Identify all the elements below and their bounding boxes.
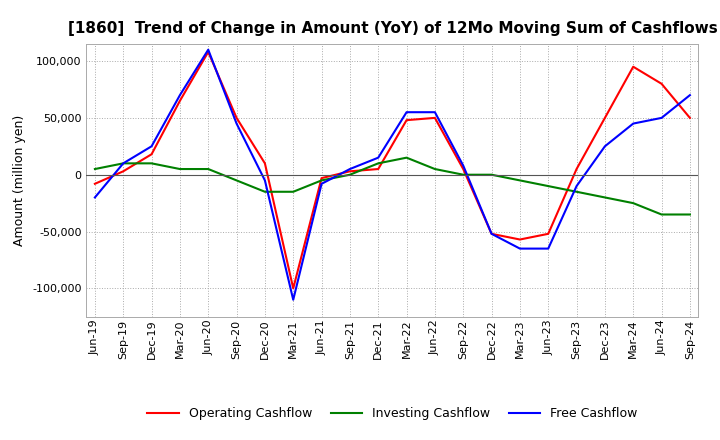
Free Cashflow: [233, 121, 241, 126]
Operating Cashflow: [289, 286, 297, 291]
Investing Cashflow: [346, 172, 354, 177]
Investing Cashflow: [431, 166, 439, 172]
Operating Cashflow: [516, 237, 524, 242]
Operating Cashflow: [318, 176, 326, 181]
Operating Cashflow: [657, 81, 666, 86]
Y-axis label: Amount (million yen): Amount (million yen): [14, 115, 27, 246]
Investing Cashflow: [544, 183, 552, 189]
Investing Cashflow: [289, 189, 297, 194]
Investing Cashflow: [261, 189, 269, 194]
Legend: Operating Cashflow, Investing Cashflow, Free Cashflow: Operating Cashflow, Investing Cashflow, …: [143, 402, 642, 425]
Operating Cashflow: [685, 115, 694, 121]
Operating Cashflow: [204, 49, 212, 55]
Operating Cashflow: [572, 166, 581, 172]
Investing Cashflow: [487, 172, 496, 177]
Operating Cashflow: [629, 64, 637, 70]
Operating Cashflow: [374, 166, 382, 172]
Free Cashflow: [657, 115, 666, 121]
Investing Cashflow: [148, 161, 156, 166]
Free Cashflow: [572, 183, 581, 189]
Free Cashflow: [544, 246, 552, 251]
Free Cashflow: [402, 110, 411, 115]
Title: [1860]  Trend of Change in Amount (YoY) of 12Mo Moving Sum of Cashflows: [1860] Trend of Change in Amount (YoY) o…: [68, 21, 717, 36]
Operating Cashflow: [119, 169, 127, 174]
Operating Cashflow: [544, 231, 552, 236]
Line: Operating Cashflow: Operating Cashflow: [95, 52, 690, 288]
Free Cashflow: [685, 92, 694, 98]
Free Cashflow: [318, 181, 326, 187]
Investing Cashflow: [657, 212, 666, 217]
Investing Cashflow: [374, 161, 382, 166]
Operating Cashflow: [459, 166, 467, 172]
Investing Cashflow: [629, 201, 637, 206]
Free Cashflow: [516, 246, 524, 251]
Operating Cashflow: [148, 152, 156, 157]
Free Cashflow: [374, 155, 382, 160]
Free Cashflow: [629, 121, 637, 126]
Free Cashflow: [176, 92, 184, 98]
Free Cashflow: [459, 163, 467, 168]
Investing Cashflow: [119, 161, 127, 166]
Investing Cashflow: [685, 212, 694, 217]
Investing Cashflow: [176, 166, 184, 172]
Free Cashflow: [119, 161, 127, 166]
Operating Cashflow: [600, 115, 609, 121]
Free Cashflow: [487, 231, 496, 236]
Operating Cashflow: [346, 169, 354, 174]
Investing Cashflow: [318, 178, 326, 183]
Investing Cashflow: [233, 178, 241, 183]
Investing Cashflow: [572, 189, 581, 194]
Free Cashflow: [346, 166, 354, 172]
Free Cashflow: [431, 110, 439, 115]
Operating Cashflow: [431, 115, 439, 121]
Investing Cashflow: [204, 166, 212, 172]
Operating Cashflow: [233, 115, 241, 121]
Free Cashflow: [289, 297, 297, 302]
Operating Cashflow: [261, 161, 269, 166]
Free Cashflow: [91, 195, 99, 200]
Investing Cashflow: [402, 155, 411, 160]
Investing Cashflow: [91, 166, 99, 172]
Investing Cashflow: [600, 195, 609, 200]
Operating Cashflow: [176, 98, 184, 103]
Line: Free Cashflow: Free Cashflow: [95, 50, 690, 300]
Free Cashflow: [148, 143, 156, 149]
Free Cashflow: [261, 178, 269, 183]
Free Cashflow: [204, 47, 212, 52]
Investing Cashflow: [516, 178, 524, 183]
Investing Cashflow: [459, 172, 467, 177]
Operating Cashflow: [487, 231, 496, 236]
Line: Investing Cashflow: Investing Cashflow: [95, 158, 690, 214]
Operating Cashflow: [402, 117, 411, 123]
Operating Cashflow: [91, 181, 99, 187]
Free Cashflow: [600, 143, 609, 149]
